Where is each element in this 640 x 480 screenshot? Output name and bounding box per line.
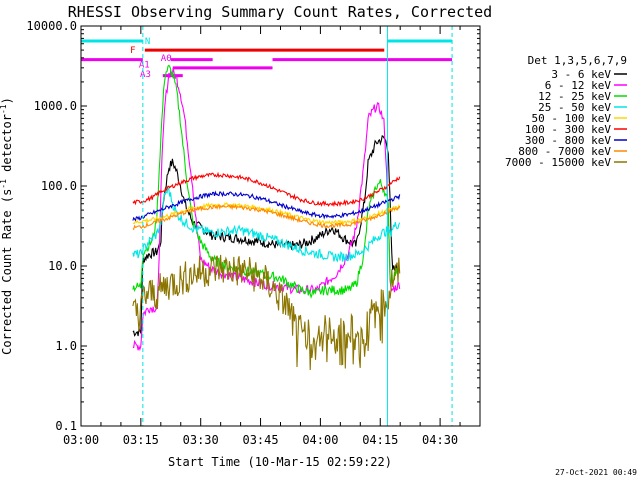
- y-tick-label: 100.0: [41, 179, 77, 193]
- y-tick-label: 0.1: [55, 419, 77, 433]
- y-axis-title-part: Corrected Count Rate (s: [0, 189, 14, 355]
- x-axis-title: Start Time (10-Mar-15 02:59:22): [168, 455, 392, 469]
- x-axis: 03:00 03:15 03:30 03:45 04:00 04:15 04:30: [63, 26, 481, 447]
- x-tick-label: 04:30: [422, 433, 458, 447]
- y-axis-title-part: detector: [0, 114, 14, 179]
- x-tick-label: 03:45: [242, 433, 278, 447]
- legend-title: Det 1,3,5,6,7,9: [528, 54, 627, 67]
- series-line: [132, 254, 401, 371]
- series-line: [132, 171, 401, 208]
- y-axis-title-part: ): [0, 97, 14, 104]
- y-axis-title-sup: -1: [0, 104, 8, 114]
- x-tick-label: 03:15: [123, 433, 159, 447]
- flag-label: A3: [140, 70, 151, 80]
- legend-label: 6 - 12 keV: [545, 79, 612, 92]
- y-axis: 10000.0 1000.0 100.0 10.0 1.0 0.1: [26, 19, 480, 433]
- data-series: [132, 64, 401, 371]
- x-tick-label: 04:00: [302, 433, 338, 447]
- flag-label: A1: [139, 61, 150, 71]
- flag-label: A0: [161, 54, 172, 64]
- legend-label: 50 - 100 keV: [532, 112, 612, 125]
- legend-label: 25 - 50 keV: [538, 101, 611, 114]
- vertical-markers: [142, 26, 453, 426]
- flag-label: N: [145, 37, 150, 47]
- y-axis-title-sup: -1: [0, 179, 8, 189]
- series-line: [132, 135, 401, 337]
- x-tick-label: 03:30: [183, 433, 219, 447]
- y-tick-label: 1000.0: [34, 99, 77, 113]
- series-line: [132, 67, 401, 352]
- legend-label: 100 - 300 keV: [525, 123, 611, 136]
- y-tick-label: 10.0: [48, 259, 77, 273]
- legend-label: 12 - 25 keV: [538, 90, 611, 103]
- y-tick-label: 1.0: [55, 339, 77, 353]
- chart-title: RHESSI Observing Summary Count Rates, Co…: [68, 3, 492, 21]
- y-axis-title: Corrected Count Rate (s-1 detector-1): [0, 97, 14, 355]
- series-line: [132, 190, 401, 222]
- flag-label: F: [130, 46, 135, 56]
- legend-label: 300 - 800 keV: [525, 134, 611, 147]
- y-tick-label: 10000.0: [26, 19, 77, 33]
- x-tick-label: 04:15: [362, 433, 398, 447]
- legend-label: 7000 - 15000 keV: [505, 156, 611, 169]
- legend-label: 800 - 7000 keV: [518, 145, 611, 158]
- x-tick-label: 03:00: [63, 433, 99, 447]
- timestamp: 27-Oct-2021 00:49: [555, 468, 637, 477]
- legend-label: 3 - 6 keV: [551, 68, 611, 81]
- series-line: [132, 203, 401, 231]
